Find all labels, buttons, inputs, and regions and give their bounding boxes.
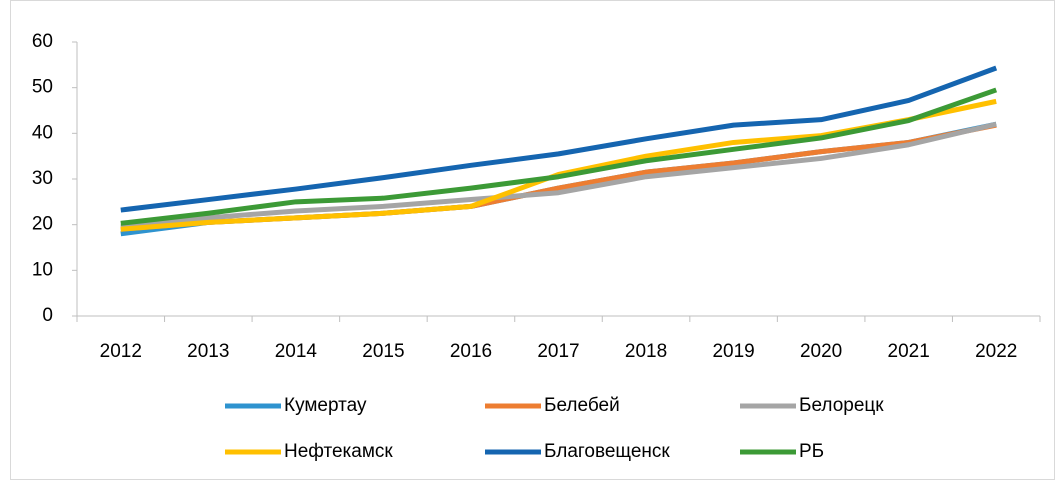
legend-label: Кумертау [284, 395, 367, 416]
y-tick-label: 20 [32, 214, 53, 235]
series-line [120, 121, 997, 230]
y-tick-label: 50 [32, 77, 53, 98]
series-line [120, 87, 998, 226]
y-tick-label: 30 [32, 168, 53, 189]
x-tick-label: 2015 [362, 341, 404, 362]
legend-label: Благовещенск [544, 441, 670, 462]
legend-label: Белебей [544, 395, 620, 416]
y-tick-label: 60 [32, 31, 53, 52]
x-tick-label: 2012 [100, 341, 142, 362]
x-tick-label: 2018 [625, 341, 667, 362]
x-tick-label: 2014 [275, 341, 318, 362]
x-tick-label: 2017 [537, 341, 579, 362]
x-tick-label: 2020 [800, 341, 842, 362]
y-tick-label: 40 [32, 122, 53, 143]
x-tick-label: 2013 [187, 341, 229, 362]
x-tick-label: 2022 [975, 341, 1017, 362]
y-tick-label: 10 [32, 259, 53, 280]
series-line [120, 65, 998, 213]
x-tick-label: 2021 [888, 341, 930, 362]
y-tick-label: 0 [42, 305, 53, 326]
x-tick-label: 2019 [712, 341, 754, 362]
x-tick-label: 2016 [450, 341, 492, 362]
legend-label: Белорецк [799, 395, 884, 416]
chart-border [10, 0, 1055, 480]
legend-label: РБ [799, 441, 824, 462]
legend-label: Нефтекамск [284, 441, 393, 462]
